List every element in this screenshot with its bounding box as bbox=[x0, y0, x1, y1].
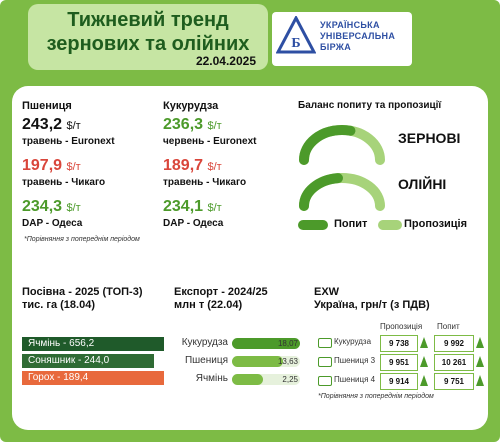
exw-demand-value: 9 751 bbox=[434, 373, 474, 390]
wheat-label-euronext: травень - Euronext bbox=[22, 136, 115, 147]
export-bar bbox=[232, 356, 283, 367]
export-value-label: 2,25 bbox=[282, 375, 298, 384]
export-bar bbox=[232, 374, 263, 385]
corn-title: Кукурудза bbox=[163, 100, 219, 112]
legend-supply-label: Пропозиція bbox=[404, 218, 468, 230]
exw-row-name: Кукурудза bbox=[334, 337, 372, 346]
wheat-price-euronext: 243,2 $/т bbox=[22, 116, 81, 133]
up-arrow-icon bbox=[476, 375, 484, 386]
title-line-1: Тижневий тренд bbox=[67, 9, 229, 31]
export-bar bbox=[232, 338, 300, 349]
export-value-label: 13,63 bbox=[277, 357, 298, 366]
legend-demand-label: Попит bbox=[334, 218, 368, 230]
grains-balance-gauge bbox=[299, 125, 385, 165]
title-line-2: зернових та олійних bbox=[46, 33, 250, 55]
exw-supply-value: 9 914 bbox=[380, 373, 418, 390]
up-arrow-icon bbox=[476, 337, 484, 348]
oilseeds-balance-gauge bbox=[299, 173, 385, 211]
export-value-label: 18,07 bbox=[277, 339, 298, 348]
corn-price-dap: 234,1 $/т bbox=[163, 198, 222, 215]
grains-label: ЗЕРНОВІ bbox=[398, 130, 461, 146]
exw-supply-value: 9 951 bbox=[380, 354, 418, 371]
corn-price-euronext: 236,3 $/т bbox=[163, 116, 222, 133]
sowing-bar-barley: Ячмінь - 656,2 bbox=[22, 337, 164, 351]
up-arrow-icon bbox=[420, 337, 428, 348]
banknote-icon bbox=[318, 338, 332, 348]
title-banner: Тижневий тренд зернових та олійних 22.04… bbox=[28, 4, 268, 70]
corn-price-chicago: 189,7 $/т bbox=[163, 157, 222, 174]
wheat-label-chicago: травень - Чикаго bbox=[22, 177, 106, 188]
wheat-price-chicago: 197,9 $/т bbox=[22, 157, 81, 174]
exw-supply-value: 9 738 bbox=[380, 335, 418, 352]
svg-text:Б: Б bbox=[291, 36, 300, 51]
sowing-title: Посівна - 2025 (ТОП-3) тис. га (18.04) bbox=[22, 286, 143, 311]
sowing-bar-peas: Горох - 189,4 bbox=[22, 371, 164, 385]
up-arrow-icon bbox=[476, 356, 484, 367]
wheat-price-dap: 234,3 $/т bbox=[22, 198, 81, 215]
exw-col-demand: Попит bbox=[437, 322, 460, 331]
oilseeds-label: ОЛІЙНІ bbox=[398, 176, 447, 192]
exw-footnote: *Порівняння з попереднім періодом bbox=[318, 393, 434, 400]
corn-label-dap: DAP - Одеса bbox=[163, 218, 224, 229]
exchange-logo-icon: Б bbox=[276, 16, 316, 54]
exw-col-supply: Пропозиція bbox=[380, 322, 423, 331]
export-title: Експорт - 2024/25 млн т (22.04) bbox=[174, 286, 268, 311]
sowing-bar-sunflower: Соняшник - 244,0 bbox=[22, 354, 154, 368]
corn-label-chicago: травень - Чикаго bbox=[163, 177, 247, 188]
prices-footnote: *Порівняння з попереднім періодом bbox=[24, 236, 140, 243]
up-arrow-icon bbox=[420, 375, 428, 386]
exchange-logo-text: УКРАЇНСЬКА УНІВЕРСАЛЬНА БІРЖА bbox=[320, 20, 396, 52]
export-category-label: Кукурудза bbox=[181, 337, 228, 348]
export-category-label: Ячмінь bbox=[195, 373, 228, 384]
report-date: 22.04.2025 bbox=[195, 54, 256, 68]
up-arrow-icon bbox=[420, 356, 428, 367]
exw-title: EXW Україна, грн/т (з ПДВ) bbox=[314, 286, 430, 311]
corn-label-euronext: червень - Euronext bbox=[163, 136, 257, 147]
exw-row-name: Пшениця 4 bbox=[334, 375, 376, 384]
exchange-logo: Б УКРАЇНСЬКА УНІВЕРСАЛЬНА БІРЖА bbox=[272, 12, 412, 66]
exw-demand-value: 10 261 bbox=[434, 354, 474, 371]
exw-demand-value: 9 992 bbox=[434, 335, 474, 352]
legend-supply-swatch bbox=[378, 220, 402, 230]
banknote-icon bbox=[318, 357, 332, 367]
balance-title: Баланс попиту та пропозиції bbox=[298, 100, 442, 111]
banknote-icon bbox=[318, 376, 332, 386]
export-bar-track bbox=[232, 374, 300, 385]
export-category-label: Пшениця bbox=[184, 355, 228, 366]
exw-row-name: Пшениця 3 bbox=[334, 356, 376, 365]
wheat-title: Пшениця bbox=[22, 100, 72, 112]
legend-demand-swatch bbox=[298, 220, 328, 230]
wheat-label-dap: DAP - Одеса bbox=[22, 218, 83, 229]
